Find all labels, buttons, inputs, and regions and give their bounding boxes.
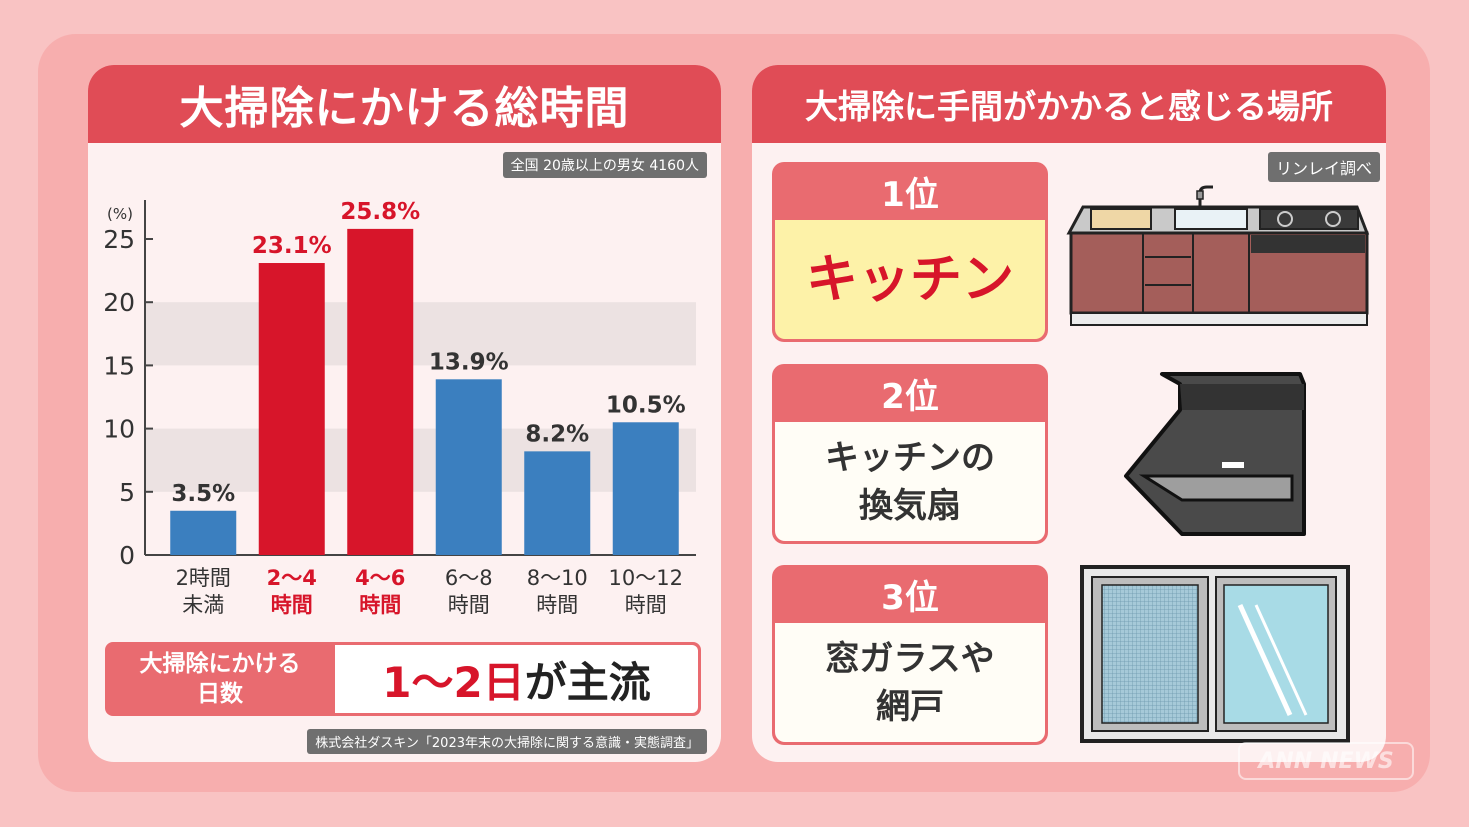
kitchen-icon <box>1066 185 1370 326</box>
x-category-label: 時間 <box>271 593 313 617</box>
bar-value-label: 23.1% <box>252 233 332 259</box>
source-note: 株式会社ダスキン「2023年末の大掃除に関する意識・実態調査」 <box>307 729 707 754</box>
x-category-label: 時間 <box>359 593 401 617</box>
x-category-label: 6〜8 <box>445 566 493 590</box>
rank-2-body: キッチンの 換気扇 <box>775 422 1045 541</box>
total-time-title: 大掃除にかける総時間 <box>88 65 721 143</box>
rank-2-label: 2位 <box>881 376 939 417</box>
hard-places-panel: 大掃除に手間がかかると感じる場所 リンレイ調べ 1位 キッチン 2位 キッチンの… <box>752 65 1386 762</box>
bar <box>170 510 237 555</box>
bar-value-label: 25.8% <box>340 199 420 225</box>
bar-value-label: 13.9% <box>429 349 509 375</box>
rank-3-text-line1: 窓ガラスや <box>825 638 995 679</box>
cleaning-days-value-accent: 1〜2日 <box>382 657 525 707</box>
cleaning-days-label-line2: 日数 <box>197 681 243 707</box>
x-category-label: 未満 <box>182 593 224 617</box>
credit-note: リンレイ調べ <box>1267 152 1380 182</box>
rank-1-label: 1位 <box>881 174 939 215</box>
y-tick-label: 5 <box>119 478 135 507</box>
watermark-brand: ANN <box>1258 748 1313 774</box>
bar <box>258 263 325 555</box>
y-tick-label: 25 <box>103 225 135 254</box>
total-time-panel: 大掃除にかける総時間 全国 20歳以上の男女 4160人 0 5 10 15 20 25 (… <box>88 65 721 762</box>
y-tick-label: 15 <box>103 351 135 380</box>
rank-3-label: 3位 <box>881 577 939 618</box>
bar <box>612 422 679 555</box>
x-category-label: 4〜6 <box>355 566 405 590</box>
y-tick-label: 0 <box>119 541 135 570</box>
bar-value-label: 3.5% <box>171 481 235 507</box>
window-icon <box>1080 565 1350 743</box>
x-category-label: 時間 <box>448 593 490 617</box>
cleaning-days-label-line1: 大掃除にかける <box>139 651 301 677</box>
rank-1-text: キッチン <box>805 249 1014 310</box>
rank-3-body: 窓ガラスや 網戸 <box>775 623 1045 742</box>
x-category-label: 8〜10 <box>527 566 588 590</box>
range-hood-icon <box>1124 372 1306 536</box>
x-category-label: 2時間 <box>176 566 231 590</box>
y-unit-label: (%) <box>107 205 133 223</box>
rank-2-text-line1: キッチンの <box>825 437 995 478</box>
cleaning-days-value: 1〜2日 が主流 <box>335 645 698 713</box>
cleaning-days-value-rest: が主流 <box>524 657 651 707</box>
grid-band <box>145 302 696 366</box>
rank-1-card: 1位 キッチン <box>772 162 1048 342</box>
bar-value-label: 8.2% <box>525 421 589 447</box>
bar <box>435 379 502 555</box>
x-category-label: 10〜12 <box>609 566 683 590</box>
grid-band <box>145 428 696 492</box>
bar <box>524 451 591 555</box>
x-category-label: 時間 <box>536 593 578 617</box>
hard-places-title: 大掃除に手間がかかると感じる場所 <box>752 65 1386 143</box>
bar-value-label: 10.5% <box>606 392 686 418</box>
x-category-label: 2〜4 <box>267 566 317 590</box>
survey-note: 全国 20歳以上の男女 4160人 <box>502 152 707 178</box>
rank-3-card: 3位 窓ガラスや 網戸 <box>772 565 1048 745</box>
cleaning-days-label: 大掃除にかける 日数 <box>105 642 335 716</box>
rank-2-card: 2位 キッチンの 換気扇 <box>772 364 1048 544</box>
cleaning-days-box: 大掃除にかける 日数 1〜2日 が主流 <box>105 642 701 716</box>
rank-3-text-line2: 網戸 <box>876 686 944 727</box>
watermark-text: NEWS <box>1320 748 1394 774</box>
rank-1-body: キッチン <box>775 220 1045 339</box>
y-tick-label: 10 <box>103 415 135 444</box>
rank-2-text-line2: 換気扇 <box>859 485 961 526</box>
ann-news-watermark: ANN NEWS <box>1238 742 1414 780</box>
x-category-label: 時間 <box>625 593 667 617</box>
bar <box>347 228 414 555</box>
y-tick-label: 20 <box>103 288 135 317</box>
